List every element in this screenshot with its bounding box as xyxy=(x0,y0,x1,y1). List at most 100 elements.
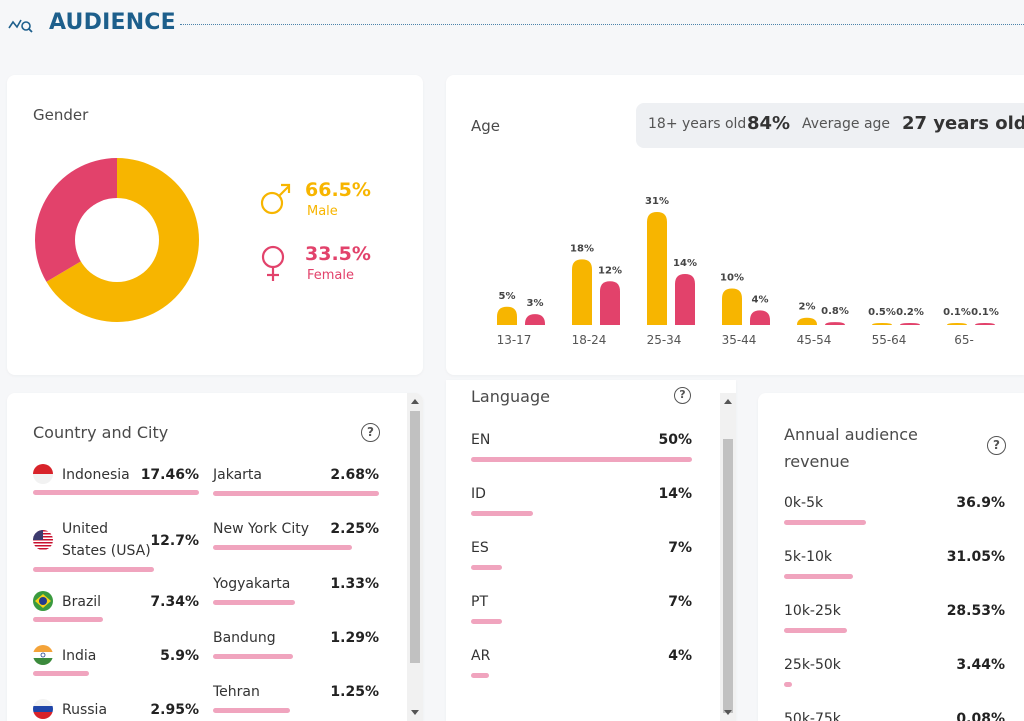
revenue-row-label: 0k-5k xyxy=(784,495,824,511)
gender-title: Gender xyxy=(33,106,89,124)
country-row-value: 5.9% xyxy=(160,648,199,664)
male-percent: 66.5% xyxy=(305,179,371,201)
country-row-label: Indonesia xyxy=(62,467,130,483)
language-row-value: 50% xyxy=(658,432,692,448)
age-bar-25-34-male[interactable] xyxy=(647,212,667,325)
age-card: Age 18+ years old 84% Average age 27 yea… xyxy=(446,75,1024,375)
age-bar-value-label: 0.1% xyxy=(943,307,971,318)
scrollbar-thumb[interactable] xyxy=(410,411,420,663)
age-bar-65--male[interactable] xyxy=(947,323,967,325)
age-category-label: 18-24 xyxy=(572,333,607,347)
country-city-help-icon[interactable]: ? xyxy=(361,423,380,442)
usa-flag-icon xyxy=(33,530,53,550)
language-row-value: 14% xyxy=(658,486,692,502)
age-bar-35-44-female[interactable] xyxy=(750,310,770,325)
city-row-value: 1.25% xyxy=(330,684,379,700)
city-row-label: Bandung xyxy=(213,630,276,646)
language-row-label: ES xyxy=(471,540,489,556)
city-row-bar xyxy=(213,654,293,659)
country-row-value: 12.7% xyxy=(150,533,199,549)
revenue-row-label: 50k-75k xyxy=(784,711,841,721)
age-category-label: 35-44 xyxy=(722,333,757,347)
country-city-title: Country and City xyxy=(33,423,169,442)
revenue-row: 0k-5k 36.9% xyxy=(784,492,1005,532)
city-row-bar xyxy=(213,491,379,496)
age-bar-35-44-male[interactable] xyxy=(722,288,742,325)
country-row: Brazil 7.34% xyxy=(33,591,199,631)
language-row: ID 14% xyxy=(471,483,692,523)
city-row: Bandung 1.29% xyxy=(213,627,379,667)
revenue-title: Annual audience revenue xyxy=(784,425,918,471)
age-bar-value-label: 4% xyxy=(752,294,769,305)
average-age-value: 27 years old xyxy=(902,113,1024,134)
language-title: Language xyxy=(471,387,550,406)
revenue-row-label: 5k-10k xyxy=(784,549,832,565)
country-row: Indonesia 17.46% xyxy=(33,464,199,504)
age-bar-value-label: 10% xyxy=(720,273,744,284)
country-row: United States (USA) 12.7% xyxy=(33,518,199,572)
scroll-down-arrow-icon[interactable] xyxy=(411,710,419,715)
audience-analytics-icon xyxy=(8,19,33,33)
revenue-row-bar xyxy=(784,628,848,633)
page-title: AUDIENCE xyxy=(49,10,176,35)
age-bar-45-54-female[interactable] xyxy=(825,322,845,325)
city-row-label: Yogyakarta xyxy=(213,576,291,592)
language-row-bar xyxy=(471,619,502,624)
revenue-row-value: 36.9% xyxy=(956,495,1005,511)
revenue-row-label: 10k-25k xyxy=(784,603,841,619)
adult-value: 84% xyxy=(747,113,791,134)
brazil-flag-icon xyxy=(33,591,53,611)
age-bar-55-64-female[interactable] xyxy=(900,323,920,325)
age-bar-25-34-female[interactable] xyxy=(675,273,695,325)
age-bar-45-54-male[interactable] xyxy=(797,317,817,325)
country-row-value: 17.46% xyxy=(140,467,199,483)
age-bar-18-24-female[interactable] xyxy=(600,281,620,325)
scroll-up-arrow-icon[interactable] xyxy=(724,399,732,404)
language-row: ES 7% xyxy=(471,537,692,577)
age-bar-18-24-male[interactable] xyxy=(572,259,592,325)
age-bar-value-label: 3% xyxy=(527,298,544,309)
city-row-value: 2.68% xyxy=(330,467,379,483)
country-row-bar xyxy=(33,617,103,622)
revenue-row-bar xyxy=(784,574,853,579)
language-help-icon[interactable]: ? xyxy=(674,387,691,404)
header-divider xyxy=(180,24,1024,25)
donut-hole xyxy=(75,198,159,282)
scroll-down-arrow-icon[interactable] xyxy=(724,710,732,715)
language-row: PT 7% xyxy=(471,591,692,631)
age-bar-value-label: 0.1% xyxy=(971,307,999,318)
language-row: EN 50% xyxy=(471,429,692,469)
country-row-value: 7.34% xyxy=(150,594,199,610)
country-city-scrollbar[interactable] xyxy=(407,393,423,721)
language-card: Language ? EN 50% ID 14% ES 7% PT 7% AR 4% xyxy=(446,380,736,721)
age-category-label: 25-34 xyxy=(647,333,682,347)
scrollbar-thumb[interactable] xyxy=(723,439,733,713)
adult-label: 18+ years old xyxy=(648,116,747,132)
revenue-row-bar xyxy=(784,682,792,687)
revenue-help-icon[interactable]: ? xyxy=(987,436,1006,455)
age-bar-65--female[interactable] xyxy=(975,323,995,325)
female-label: Female xyxy=(307,268,355,283)
revenue-row-label: 25k-50k xyxy=(784,657,841,673)
language-scrollbar[interactable] xyxy=(720,393,736,721)
language-row-bar xyxy=(471,673,489,678)
age-bar-value-label: 0.2% xyxy=(896,307,924,318)
gender-card: Gender 66.5% Male 33.5% Female xyxy=(7,75,423,375)
country-row-label: United States (USA) xyxy=(62,521,151,559)
age-bar-13-17-male[interactable] xyxy=(497,306,517,325)
age-bar-13-17-female[interactable] xyxy=(525,314,545,325)
country-row-value: 2.95% xyxy=(150,702,199,718)
age-bar-55-64-male[interactable] xyxy=(872,323,892,325)
country-row-bar xyxy=(33,671,90,676)
language-row-label: ID xyxy=(471,486,486,502)
age-category-label: 65- xyxy=(954,333,974,347)
city-row-value: 2.25% xyxy=(330,521,379,537)
revenue-row-value: 0.08% xyxy=(956,711,1005,721)
city-row: Yogyakarta 1.33% xyxy=(213,573,379,613)
revenue-row: 25k-50k 3.44% xyxy=(784,654,1005,694)
section-header: AUDIENCE xyxy=(0,0,1024,50)
scroll-up-arrow-icon[interactable] xyxy=(411,399,419,404)
city-row-label: Tehran xyxy=(213,684,260,700)
language-row-value: 7% xyxy=(668,594,692,610)
city-row-label: New York City xyxy=(213,521,309,537)
